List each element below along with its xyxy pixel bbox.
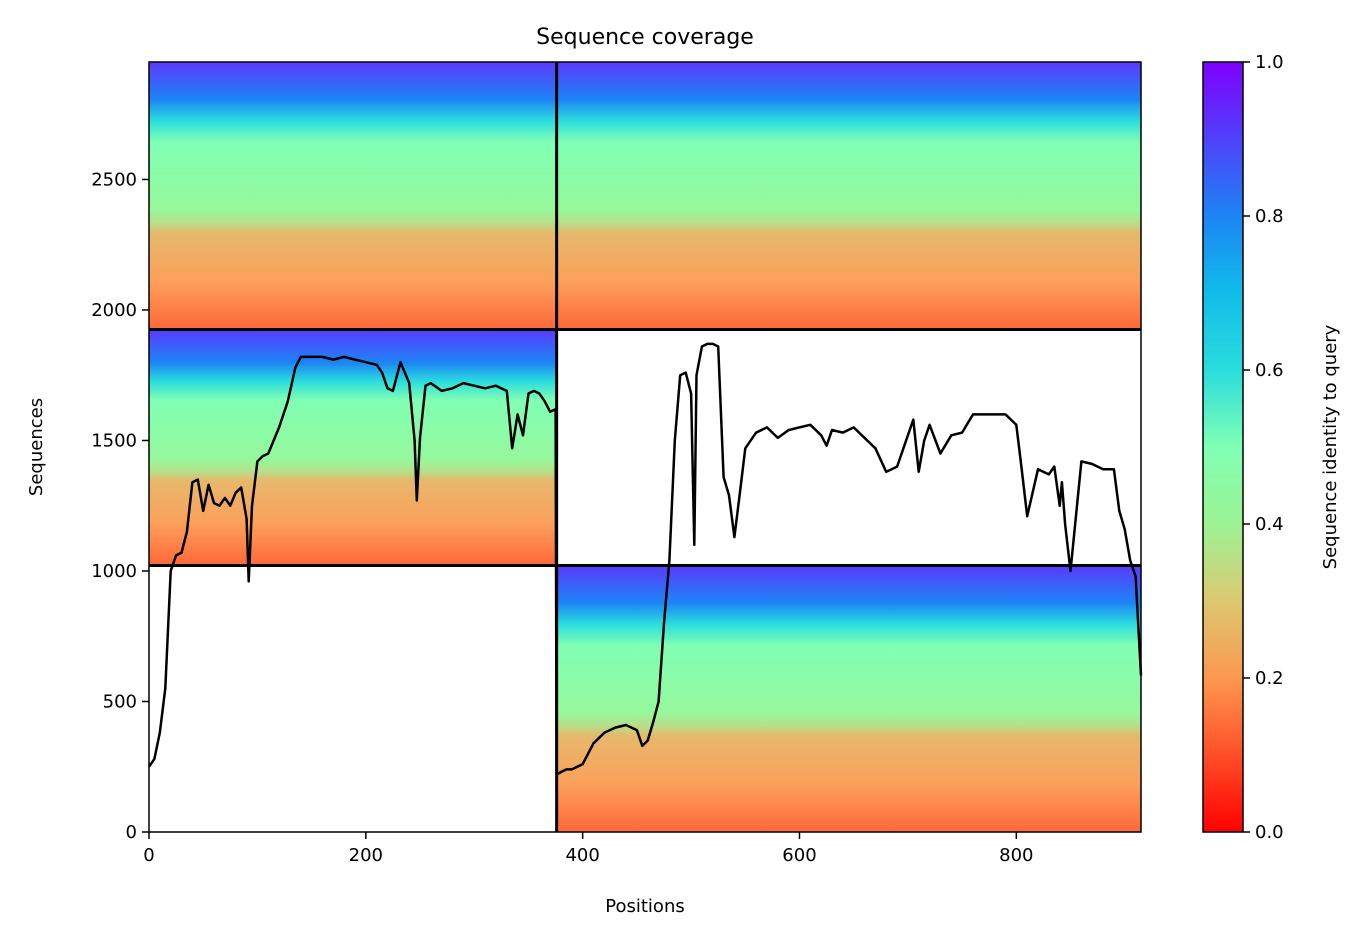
colorbar-gradient <box>1202 61 1244 833</box>
colorbar-tick-label: 0.8 <box>1255 206 1284 227</box>
colorbar-tick-label: 0.6 <box>1255 360 1284 381</box>
coverage-block-4 <box>556 565 1141 832</box>
colorbar-tick-label: 0.0 <box>1255 822 1284 843</box>
colorbar-ticks: 0.0 0.2 0.4 0.6 0.8 1.0 <box>1243 52 1284 843</box>
plot-area: 0 200 400 600 800 0 500 1000 1500 2000 2500 <box>91 61 1143 866</box>
coverage-block-1 <box>149 62 557 330</box>
y-axis-label: Sequences <box>26 398 47 496</box>
y-tick-label: 500 <box>103 691 137 712</box>
y-tick-label: 0 <box>126 822 137 843</box>
coverage-line <box>147 342 1143 776</box>
chart-title: Sequence coverage <box>536 25 754 50</box>
coverage-block-2 <box>556 62 1141 330</box>
plot-frame <box>148 61 1142 833</box>
x-axis-label: Positions <box>605 896 684 917</box>
x-tick-label: 800 <box>999 845 1033 866</box>
x-tick-label: 0 <box>143 845 154 866</box>
x-tick-label: 400 <box>565 845 599 866</box>
colorbar-tick-label: 1.0 <box>1255 52 1284 73</box>
colorbar-label: Sequence identity to query <box>1320 324 1341 569</box>
x-tick-label: 200 <box>349 845 383 866</box>
x-tick-label: 600 <box>782 845 816 866</box>
y-tick-label: 2000 <box>91 300 137 321</box>
colorbar-tick-label: 0.2 <box>1255 668 1284 689</box>
coverage-block-3 <box>149 329 557 566</box>
colorbar-tick-label: 0.4 <box>1255 514 1284 535</box>
y-tick-label: 2500 <box>91 169 137 190</box>
y-tick-label: 1500 <box>91 430 137 451</box>
y-tick-label: 1000 <box>91 561 137 582</box>
colorbar: 0.0 0.2 0.4 0.6 0.8 1.0 Sequence identity to … <box>1202 52 1341 843</box>
